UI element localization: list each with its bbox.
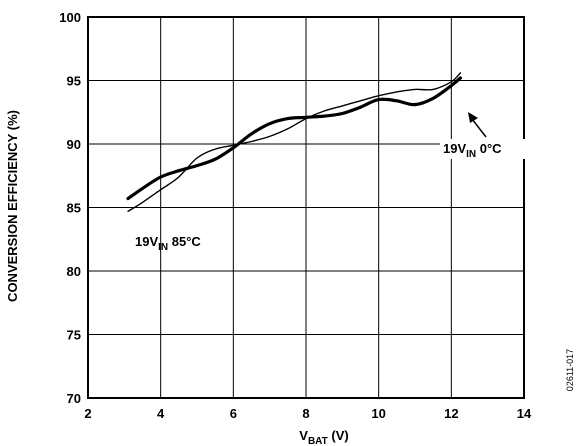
y-tick-label: 90 bbox=[67, 137, 81, 152]
figure-id: 02611-017 bbox=[565, 349, 575, 391]
y-tick-label: 75 bbox=[67, 328, 81, 343]
annotation-thin-suffix: 0°C bbox=[476, 141, 502, 156]
annotation-thin-main: 19V bbox=[443, 141, 466, 156]
series-lines bbox=[126, 72, 462, 212]
x-tick-label: 14 bbox=[517, 406, 532, 421]
annotation-thin-background bbox=[440, 139, 530, 159]
x-axis-label-suffix: (V) bbox=[328, 428, 349, 443]
y-tick-label: 80 bbox=[67, 264, 81, 279]
series-line-thick bbox=[126, 76, 462, 201]
y-tick-label: 100 bbox=[59, 10, 81, 25]
plot-frame bbox=[87, 16, 525, 399]
x-axis-label-subscript: BAT bbox=[308, 436, 328, 446]
x-tick-label: 6 bbox=[230, 406, 237, 421]
series-line-thin bbox=[127, 72, 462, 212]
annotation-arrow-head bbox=[468, 112, 478, 123]
annotation-thick-series: 19VIN 85°C bbox=[135, 234, 201, 253]
x-tick-label: 2 bbox=[84, 406, 91, 421]
x-axis-label: VBAT (V) bbox=[299, 428, 348, 446]
y-axis-label: CONVERSION EFFICIENCY (%) bbox=[5, 110, 20, 302]
annotation-thin-series: 19VIN 0°C bbox=[443, 141, 502, 160]
grid bbox=[88, 17, 524, 398]
annotation-thick-main: 19V bbox=[135, 234, 158, 249]
y-tick-label: 95 bbox=[67, 74, 81, 89]
x-axis-label-main: V bbox=[299, 428, 308, 443]
y-tick-label: 70 bbox=[67, 391, 81, 406]
x-tick-label: 12 bbox=[444, 406, 458, 421]
y-tick-label: 85 bbox=[67, 201, 81, 216]
x-tick-label: 10 bbox=[371, 406, 385, 421]
x-tick-label: 8 bbox=[302, 406, 309, 421]
tick-labels: 2 4 6 8 10 12 14 70 75 80 85 90 95 100 bbox=[59, 10, 532, 421]
annotation-arrow-line bbox=[471, 118, 487, 138]
annotation-thin-subscript: IN bbox=[466, 149, 476, 160]
annotation-thick-subscript: IN bbox=[158, 242, 168, 253]
x-tick-label: 4 bbox=[157, 406, 165, 421]
annotation-thick-suffix: 85°C bbox=[168, 234, 201, 249]
